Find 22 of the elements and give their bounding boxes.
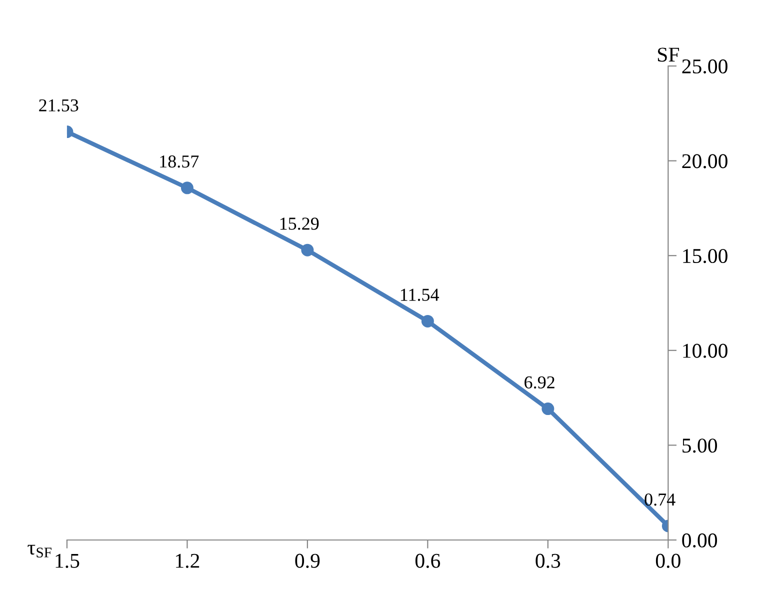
x-tick-label: 0.6 [415, 554, 440, 568]
point [421, 314, 434, 328]
y-tick-label: 0.00 [682, 533, 718, 548]
data-label: 18.57 [160, 155, 199, 168]
data-label: 11.54 [400, 288, 440, 301]
y-tick-label: 10.00 [683, 344, 728, 358]
x-tick-label: 0.3 [536, 554, 560, 568]
x-tick-label: 1.5 [56, 554, 80, 568]
y-tick-label: 15.00 [683, 248, 728, 264]
data-label: 21.53 [39, 99, 78, 112]
x-axis-title: τ$_{SF}$ [28, 544, 52, 558]
y-tick-label: 20.00 [682, 154, 728, 168]
y-tick-label: 5.00 [682, 438, 718, 453]
data-label: 0.74 [644, 493, 676, 506]
y-tick-label: 25.00 [682, 59, 728, 74]
x-tick-label: 0.9 [295, 554, 320, 568]
data-label: 6.92 [524, 376, 554, 389]
point [301, 244, 314, 256]
y-axis-title: SF [658, 48, 679, 62]
x-tick-label: 0.0 [656, 554, 680, 568]
data-label: 15.29 [280, 218, 319, 230]
x-tick-label: 1.2 [176, 554, 200, 568]
